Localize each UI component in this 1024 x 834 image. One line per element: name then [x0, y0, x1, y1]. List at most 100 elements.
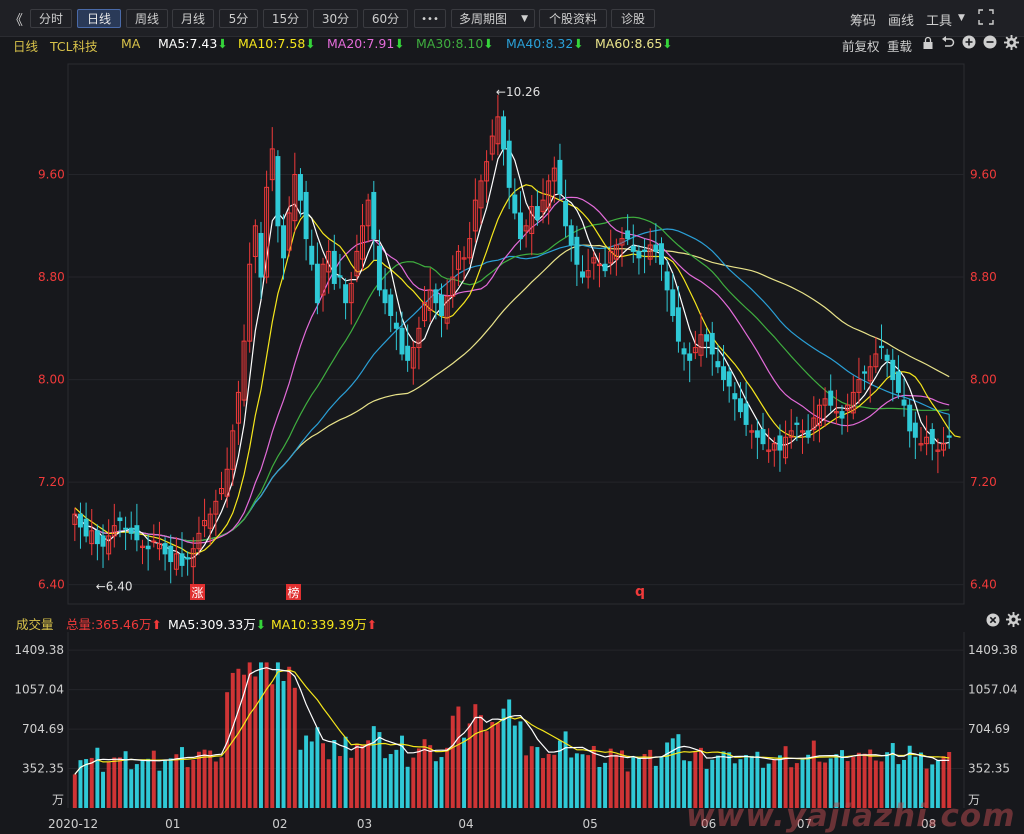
candle[interactable] — [472, 178, 478, 243]
legend-indicator[interactable]: MA — [121, 36, 141, 51]
candle[interactable] — [596, 252, 602, 288]
volume-bar[interactable] — [682, 760, 687, 808]
candle[interactable] — [794, 416, 800, 442]
volume-bar[interactable] — [828, 758, 833, 808]
candle[interactable] — [410, 341, 416, 385]
volume-bar[interactable] — [699, 747, 703, 808]
volume-bar[interactable] — [157, 770, 162, 808]
volume-bar[interactable] — [873, 760, 878, 808]
candle[interactable] — [737, 382, 743, 419]
volume-bar[interactable] — [388, 754, 393, 808]
volume-bar[interactable] — [772, 759, 777, 808]
bang-marker[interactable]: 榜 — [286, 584, 301, 600]
candle[interactable] — [946, 414, 952, 449]
candle[interactable] — [72, 507, 78, 542]
volume-bar[interactable] — [292, 687, 297, 808]
zhang-marker[interactable]: 涨 — [190, 584, 205, 600]
candle[interactable] — [659, 237, 664, 281]
candle[interactable] — [162, 537, 168, 571]
candle[interactable] — [196, 516, 202, 556]
volume-bar[interactable] — [907, 745, 912, 808]
candle[interactable] — [450, 255, 456, 308]
volume-bar[interactable] — [354, 743, 359, 808]
candle[interactable] — [879, 324, 884, 360]
candle[interactable] — [506, 129, 512, 210]
volume-bar[interactable] — [541, 758, 545, 808]
candle[interactable] — [111, 503, 117, 548]
candle[interactable] — [726, 365, 732, 403]
volume-bar[interactable] — [366, 740, 371, 808]
volume-bar[interactable] — [174, 754, 179, 808]
volume-bar[interactable] — [479, 715, 483, 808]
candle[interactable] — [439, 283, 444, 338]
volume-bar[interactable] — [535, 747, 540, 808]
volume-bar[interactable] — [95, 747, 100, 808]
tab-5min[interactable]: 5分 — [219, 9, 258, 28]
candle[interactable] — [264, 170, 270, 284]
volume-bar[interactable] — [727, 752, 732, 808]
candle[interactable] — [580, 255, 585, 284]
volume-bar[interactable] — [180, 747, 184, 808]
candle[interactable] — [709, 321, 715, 376]
volume-bar[interactable] — [213, 761, 218, 808]
candle[interactable] — [297, 168, 303, 217]
volume-bar[interactable] — [208, 750, 213, 808]
volume-bar[interactable] — [879, 761, 884, 808]
volume-bar[interactable] — [580, 754, 585, 808]
candle[interactable] — [461, 246, 467, 281]
volume-bar[interactable] — [416, 748, 421, 808]
volume-bar[interactable] — [732, 763, 737, 808]
volume-bar[interactable] — [247, 662, 252, 808]
volume-bar[interactable] — [507, 699, 512, 808]
candle[interactable] — [670, 273, 676, 322]
volume-bar[interactable] — [868, 749, 873, 808]
candle[interactable] — [715, 344, 721, 374]
candle[interactable] — [912, 411, 918, 460]
tab-15min[interactable]: 15分 — [263, 9, 308, 28]
candle[interactable] — [602, 247, 608, 278]
candle[interactable] — [337, 253, 343, 289]
volume-bar[interactable] — [360, 744, 365, 808]
volume-bar[interactable] — [851, 756, 856, 808]
volume-bar[interactable] — [117, 757, 122, 808]
q-marker[interactable]: q — [635, 584, 645, 600]
candle[interactable] — [636, 245, 642, 275]
candle[interactable] — [777, 424, 783, 472]
volume-bar[interactable] — [890, 743, 895, 808]
candle[interactable] — [664, 260, 670, 312]
candle[interactable] — [839, 405, 845, 435]
volume-bar[interactable] — [490, 721, 495, 808]
volume-bar[interactable] — [405, 766, 410, 808]
candle[interactable] — [207, 507, 213, 545]
volume-bar[interactable] — [529, 746, 534, 808]
volume-bar[interactable] — [524, 755, 529, 808]
candle[interactable] — [202, 498, 208, 538]
candle[interactable] — [427, 268, 433, 322]
volume-bar[interactable] — [112, 757, 117, 808]
volume-bar[interactable] — [653, 765, 658, 808]
candle[interactable] — [647, 228, 653, 266]
volume-bar[interactable] — [738, 759, 743, 808]
volume-bar[interactable] — [749, 755, 754, 808]
candle[interactable] — [286, 196, 292, 257]
volume-bar[interactable] — [140, 759, 145, 808]
volume-bar[interactable] — [191, 759, 196, 808]
candle[interactable] — [732, 382, 738, 421]
draw-button[interactable]: 画线 — [888, 14, 915, 29]
volume-bar[interactable] — [78, 760, 83, 808]
candle[interactable] — [489, 119, 495, 161]
candle[interactable] — [788, 409, 794, 449]
volume-bar[interactable] — [146, 758, 151, 808]
candle[interactable] — [856, 357, 862, 404]
candle[interactable] — [551, 156, 557, 203]
chips-button[interactable]: 筹码 — [850, 14, 877, 29]
volume-bar[interactable] — [761, 767, 765, 808]
candle[interactable] — [517, 191, 523, 251]
candle[interactable] — [416, 316, 422, 370]
volume-bar[interactable] — [264, 662, 269, 808]
reload-button[interactable]: 重载 — [887, 39, 913, 54]
candle[interactable] — [83, 502, 89, 543]
candle[interactable] — [845, 393, 851, 433]
volume-bar[interactable] — [281, 680, 286, 808]
candle[interactable] — [117, 511, 123, 538]
